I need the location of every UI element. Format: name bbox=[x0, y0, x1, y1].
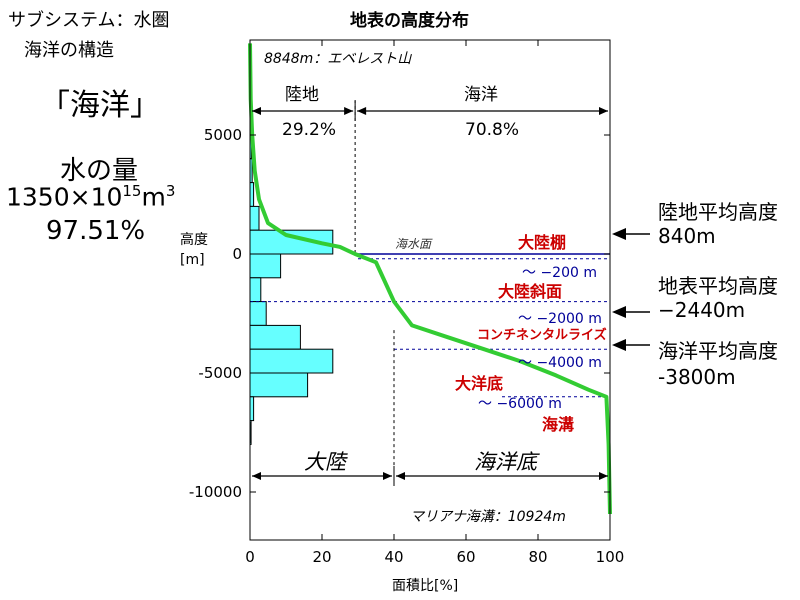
water-amount-unit: m bbox=[141, 182, 166, 212]
y-tick-label: -10000 bbox=[189, 483, 242, 501]
water-amount-exp: 15 bbox=[122, 182, 142, 200]
x-tick-label: 20 bbox=[312, 548, 331, 566]
depth-200-label: ～ −200 m bbox=[522, 265, 597, 281]
mariana-annotation: マリアナ海溝：10924m bbox=[410, 509, 566, 525]
ocean-mean-value: -3800m bbox=[658, 365, 736, 389]
land-percent: 29.2% bbox=[282, 120, 337, 140]
ocean-percent: 70.8% bbox=[465, 120, 520, 140]
continent-arrow-head bbox=[383, 472, 392, 480]
ocean-arrow-head bbox=[599, 107, 608, 115]
histogram-bar bbox=[249, 324, 301, 350]
surface-mean-label: 地表平均高度 bbox=[658, 274, 778, 298]
water-amount-percent: 97.51% bbox=[46, 216, 146, 246]
histogram-bar bbox=[249, 205, 260, 231]
plot-frame bbox=[249, 39, 611, 541]
ocean-mean-label: 海洋平均高度 bbox=[658, 339, 778, 363]
land-mean-arrow-head bbox=[612, 228, 626, 240]
continent-arrow-head bbox=[252, 472, 261, 480]
histogram-bar bbox=[249, 372, 309, 398]
ocean-mean-arrow-head bbox=[612, 339, 626, 351]
land-arrow-head bbox=[344, 107, 354, 115]
histogram-bar bbox=[249, 277, 262, 303]
histogram-bar bbox=[249, 348, 334, 374]
land-mean-label: 陸地平均高度 bbox=[658, 200, 778, 224]
ocean-label: 海洋 bbox=[464, 85, 498, 105]
zone-shelf-label: 大陸棚 bbox=[518, 233, 567, 252]
ocean-floor-arrow-head bbox=[396, 472, 405, 480]
big-title: 「海洋」 bbox=[40, 88, 160, 123]
ocean-floor-arrow-head bbox=[599, 472, 608, 480]
y-tick-label: -5000 bbox=[198, 364, 242, 382]
zone-rise-label: コンチネンタルライズ bbox=[477, 328, 607, 343]
ocean-floor-label: 海洋底 bbox=[474, 450, 537, 474]
water-amount-value: 1350×1015m3 bbox=[6, 182, 175, 211]
guide-lines-layer bbox=[250, 100, 610, 480]
land-arrow-head bbox=[252, 107, 261, 115]
y-tick-label: 0 bbox=[232, 245, 242, 263]
x-tick-label: 40 bbox=[384, 548, 403, 566]
x-tick-label: 60 bbox=[456, 548, 475, 566]
curve-layer bbox=[248, 43, 612, 515]
zone-slope-label: 大陸斜面 bbox=[498, 282, 563, 301]
depth-6000-label: ～ −6000 m bbox=[478, 396, 562, 412]
sea-surface-label: 海水面 bbox=[395, 237, 432, 251]
subtitle-label: 海洋の構造 bbox=[24, 40, 114, 61]
land-mean-value: 840m bbox=[658, 224, 716, 248]
x-axis-label: 面積比[%] bbox=[392, 578, 459, 594]
surface-mean-arrow-head bbox=[612, 306, 626, 318]
surface-mean-value: −2440m bbox=[658, 298, 746, 322]
zone-floor-label: 大洋底 bbox=[455, 374, 504, 393]
zone-trench-label: 海溝 bbox=[542, 415, 575, 434]
arrows-layer bbox=[249, 101, 650, 486]
x-tick-label: 0 bbox=[245, 548, 255, 566]
histogram-bar bbox=[249, 396, 255, 422]
y-axis-label: 高度 [m] bbox=[180, 232, 208, 268]
x-tick-label: 80 bbox=[528, 548, 547, 566]
everest-annotation: 8848m：エベレスト山 bbox=[264, 51, 412, 67]
continent-label: 大陸 bbox=[304, 450, 346, 474]
ocean-arrow-head bbox=[357, 107, 367, 115]
histogram-bar bbox=[249, 301, 267, 326]
chart-title: 地表の高度分布 bbox=[350, 11, 469, 31]
histogram-bar bbox=[249, 253, 282, 279]
water-amount-unit-exp: 3 bbox=[165, 182, 176, 200]
histogram-layer bbox=[249, 63, 334, 445]
water-amount-label: 水の量 bbox=[60, 156, 139, 186]
depth-4000-label: ～ −4000 m bbox=[518, 355, 602, 371]
water-amount-base: 1350×10 bbox=[6, 182, 123, 212]
plot-frame-layer: 0 20 40 60 80 100 5000 0 -5000 -10000 bbox=[189, 39, 625, 566]
histogram-bar bbox=[249, 182, 255, 207]
land-label: 陸地 bbox=[285, 85, 319, 105]
hypsometric-curve bbox=[248, 43, 612, 515]
x-tick-label: 100 bbox=[596, 548, 625, 566]
depth-2000-label: ～ −2000 m bbox=[518, 311, 602, 327]
y-tick-label: 5000 bbox=[204, 126, 242, 144]
subsystem-label: サブシステム：水圏 bbox=[8, 10, 170, 31]
